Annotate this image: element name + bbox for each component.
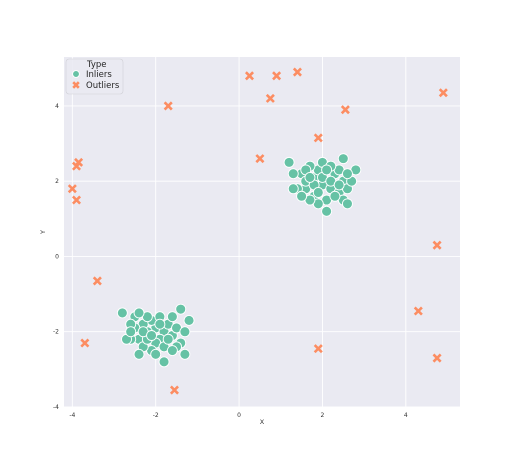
inlier-point [133,348,145,360]
outlier-point [313,344,323,354]
outlier-point [71,195,82,205]
outlier-point [413,306,423,316]
outlier-point [163,101,173,111]
inlier-point [329,190,341,202]
x-tick-label: 4 [404,412,408,419]
outlier-point [432,240,442,250]
x-tick-label: 2 [321,412,325,419]
inlier-point [337,153,349,165]
y-tick-label: 2 [55,178,59,185]
outlier-point [92,276,102,286]
y-tick-label: -2 [53,329,59,336]
outlier-point [265,93,275,103]
inlier-point [183,314,195,326]
inlier-point [312,187,324,198]
y-tick-label: 0 [55,253,59,260]
plot-background [64,57,460,407]
x-axis-label: X [260,418,265,426]
inlier-point [116,307,128,319]
outlier-point [292,67,302,77]
y-tick-label: 4 [55,103,59,110]
x-tick-label: -4 [69,412,75,419]
legend-box [65,58,124,95]
inlier-point [296,190,308,202]
inlier-point [146,330,157,341]
data-points [67,67,448,395]
inlier-point [166,345,178,356]
inlier-point [175,303,187,315]
inlier-point [150,348,162,360]
inlier-point [154,318,166,330]
legend-inliers-icon [72,70,80,78]
inlier-point [125,326,137,338]
outlier-point [80,338,90,348]
inlier-point [287,168,299,180]
legend-title: Type [86,60,107,70]
legend-inliers-label: Inliers [86,70,112,80]
inlier-point [342,198,353,210]
outlier-point [272,71,282,81]
inlier-point [304,171,316,183]
inlier-point [133,307,145,319]
outlier-point [255,154,265,164]
inlier-point [179,326,191,338]
inlier-point [333,179,345,191]
inlier-point [162,333,174,345]
inlier-point [287,183,299,195]
outlier-point [67,184,77,194]
inlier-point [166,311,178,323]
legend-outliers-icon [72,81,80,89]
x-tick-label: 0 [237,412,241,419]
outlier-point [432,353,442,363]
outlier-point [313,133,323,143]
inlier-point [179,348,191,360]
outlier-point [340,105,350,115]
inlier-point [283,156,295,168]
legend-outliers-label: Outliers [86,81,120,91]
inlier-point [158,356,170,368]
axis-ticks: -4 -2 0 2 4 -4 -2 0 2 4 [53,103,408,419]
y-tick-label: -4 [53,404,59,411]
outlier-point [244,71,255,81]
x-tick-label: -2 [153,412,159,419]
inlier-point [321,205,333,217]
inlier-point [342,168,353,180]
outlier-point [169,385,179,395]
y-axis-label: Y [39,230,47,235]
outlier-point [438,88,448,98]
inlier-point [321,164,333,176]
outlier-point [74,157,84,167]
